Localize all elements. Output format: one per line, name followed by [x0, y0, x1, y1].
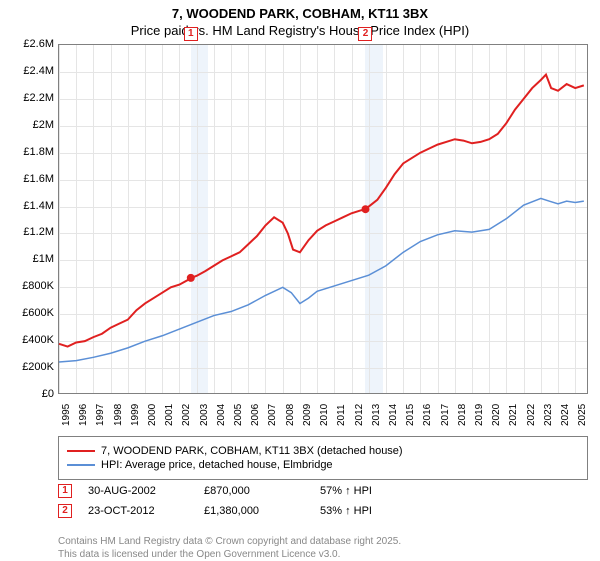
x-tick-label: 2025 [577, 404, 588, 426]
credits: Contains HM Land Registry data © Crown c… [58, 536, 588, 561]
x-tick-label: 2020 [491, 404, 502, 426]
x-tick-label: 2016 [422, 404, 433, 426]
x-tick-label: 2009 [302, 404, 313, 426]
series-hpi [59, 198, 584, 362]
y-tick-label: £600K [4, 307, 54, 319]
legend-label: 7, WOODEND PARK, COBHAM, KT11 3BX (detac… [101, 445, 403, 457]
marker-label-1: 1 [184, 27, 198, 41]
legend-item: HPI: Average price, detached house, Elmb… [67, 459, 579, 471]
x-tick-label: 1997 [95, 404, 106, 426]
marker-label-2: 2 [358, 27, 372, 41]
y-tick-label: £400K [4, 334, 54, 346]
transaction-date: 30-AUG-2002 [88, 485, 188, 497]
y-tick-label: £1M [4, 253, 54, 265]
transactions: 1 30-AUG-2002 £870,000 57% ↑ HPI 2 23-OCT-201… [58, 478, 588, 518]
x-tick-label: 2010 [319, 404, 330, 426]
x-tick-label: 1995 [61, 404, 72, 426]
x-tick-label: 2005 [233, 404, 244, 426]
y-tick-label: £2.4M [4, 65, 54, 77]
x-tick-label: 2004 [216, 404, 227, 426]
y-tick-label: £2.6M [4, 38, 54, 50]
x-tick-label: 2008 [285, 404, 296, 426]
x-tick-label: 2007 [267, 404, 278, 426]
y-tick-label: £2M [4, 119, 54, 131]
transaction-date: 23-OCT-2012 [88, 505, 188, 517]
x-tick-label: 1996 [78, 404, 89, 426]
chart-plot-area: 12 [58, 44, 588, 394]
transaction-marker: 1 [58, 484, 72, 498]
x-tick-label: 2014 [388, 404, 399, 426]
x-tick-label: 2021 [508, 404, 519, 426]
transaction-price: £1,380,000 [204, 505, 304, 517]
marker-dot-1 [187, 274, 195, 282]
chart-svg [59, 45, 587, 393]
x-tick-label: 2017 [440, 404, 451, 426]
transaction-row: 2 23-OCT-2012 £1,380,000 53% ↑ HPI [58, 504, 588, 518]
x-tick-label: 2002 [181, 404, 192, 426]
transaction-price: £870,000 [204, 485, 304, 497]
x-tick-label: 2015 [405, 404, 416, 426]
x-tick-label: 2000 [147, 404, 158, 426]
legend-swatch [67, 450, 95, 452]
transaction-delta: 53% ↑ HPI [320, 505, 420, 517]
transaction-marker: 2 [58, 504, 72, 518]
x-tick-label: 2024 [560, 404, 571, 426]
x-tick-label: 1999 [130, 404, 141, 426]
x-tick-label: 2011 [336, 404, 347, 426]
y-tick-label: £1.4M [4, 200, 54, 212]
y-tick-label: £800K [4, 280, 54, 292]
page-title: 7, WOODEND PARK, COBHAM, KT11 3BX [0, 0, 600, 21]
x-tick-label: 2001 [164, 404, 175, 426]
y-tick-label: £2.2M [4, 92, 54, 104]
x-tick-label: 2012 [354, 404, 365, 426]
page-subtitle: Price paid vs. HM Land Registry's House … [0, 21, 600, 38]
transaction-delta: 57% ↑ HPI [320, 485, 420, 497]
y-tick-label: £200K [4, 361, 54, 373]
credits-line1: Contains HM Land Registry data © Crown c… [58, 536, 588, 549]
x-tick-label: 2022 [526, 404, 537, 426]
legend-item: 7, WOODEND PARK, COBHAM, KT11 3BX (detac… [67, 445, 579, 457]
marker-dot-2 [361, 205, 369, 213]
x-tick-label: 2019 [474, 404, 485, 426]
x-tick-label: 1998 [113, 404, 124, 426]
x-tick-label: 2006 [250, 404, 261, 426]
x-tick-label: 2003 [199, 404, 210, 426]
x-tick-label: 2023 [543, 404, 554, 426]
y-tick-label: £1.6M [4, 173, 54, 185]
x-tick-label: 2018 [457, 404, 468, 426]
legend-swatch [67, 464, 95, 466]
legend: 7, WOODEND PARK, COBHAM, KT11 3BX (detac… [58, 436, 588, 480]
x-tick-label: 2013 [371, 404, 382, 426]
y-tick-label: £1.2M [4, 226, 54, 238]
series-price_paid [59, 75, 584, 347]
legend-label: HPI: Average price, detached house, Elmb… [101, 459, 333, 471]
credits-line2: This data is licensed under the Open Gov… [58, 549, 588, 561]
transaction-row: 1 30-AUG-2002 £870,000 57% ↑ HPI [58, 484, 588, 498]
y-tick-label: £1.8M [4, 146, 54, 158]
y-tick-label: £0 [4, 388, 54, 400]
